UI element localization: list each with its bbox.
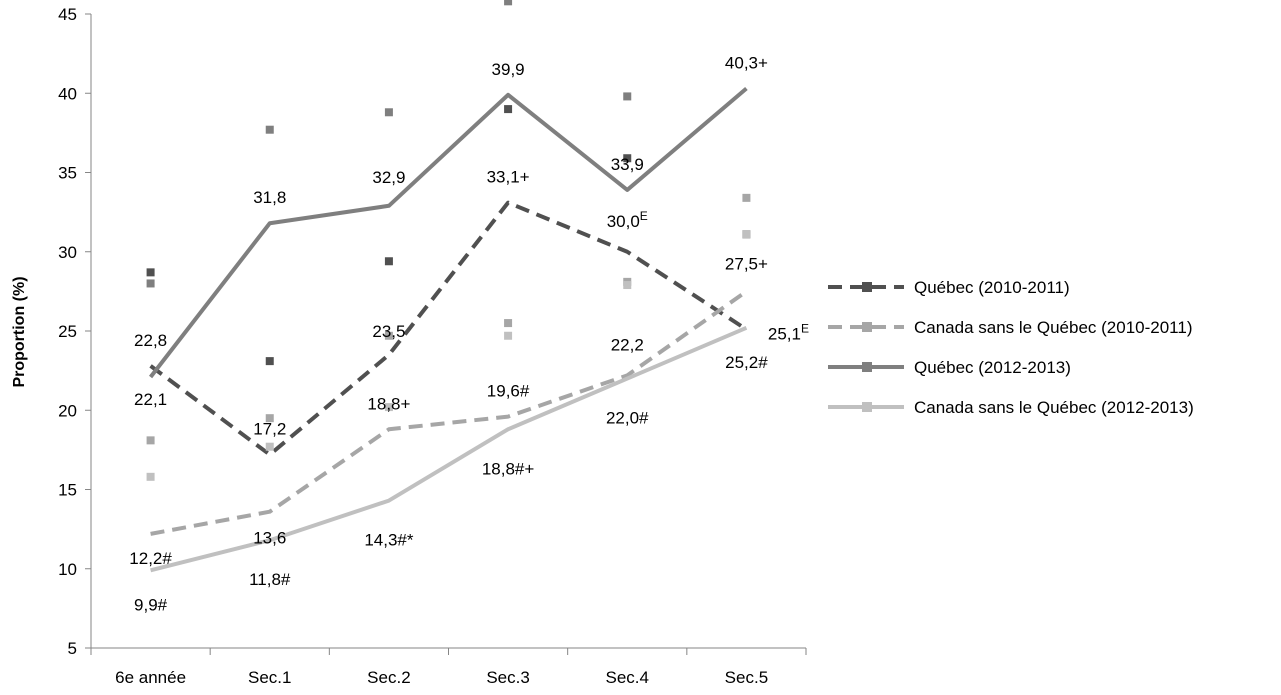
legend-entry: Québec (2012-2013) [828,358,1071,377]
ci-marker [384,403,393,412]
y-tick-label: 5 [68,639,77,658]
x-tick-label: Sec.5 [725,668,768,687]
ci-marker [623,281,632,290]
data-label-superscript: E [640,209,648,223]
ci-marker [265,125,274,134]
ci-marker [146,279,155,288]
series-marks [146,0,751,573]
data-label: 18,8+ [367,394,410,413]
ci-marker [265,442,274,451]
data-label-superscript: E [801,321,809,335]
y-tick-label: 45 [58,5,77,24]
data-label: 14,3#* [364,531,414,550]
series-group [146,105,751,457]
ci-marker [384,257,393,266]
legend-entry: Québec (2010-2011) [828,278,1070,297]
series-line [150,325,748,573]
y-axis-title: Proportion (%) [11,276,28,387]
legend-entry: Canada sans le Québec (2012-2013) [828,398,1194,417]
data-label: 22,0# [606,409,649,428]
data-label: 22,1 [134,390,167,409]
legend-marker [862,282,872,292]
ci-marker [504,331,513,340]
y-tick-label: 35 [58,164,77,183]
data-label: 39,9 [492,60,525,79]
data-label: 11,8# [249,570,291,589]
y-tick-label: 15 [58,481,77,500]
ci-marker [384,108,393,117]
series-group [146,0,748,379]
legend-marker [862,362,872,372]
x-tick-label: 6e année [115,668,186,687]
y-tick-label: 25 [58,322,77,341]
series-line [149,200,748,457]
legend-label: Canada sans le Québec (2012-2013) [914,398,1194,417]
data-label: 31,8 [253,188,286,207]
ci-marker [742,230,751,239]
y-tick-label: 40 [58,84,77,103]
legend-entry: Canada sans le Québec (2010-2011) [828,318,1192,337]
data-label: 33,9 [611,155,644,174]
data-label: 30,0E [607,209,648,231]
data-label: 40,3+ [725,53,768,72]
x-tick-label: Sec.4 [606,668,649,687]
ci-marker [623,154,632,163]
ci-marker [265,414,274,423]
ci-marker [384,331,393,340]
data-label: 9,9# [134,595,168,614]
data-label: 19,6# [487,382,530,401]
ci-marker [146,268,155,277]
data-label: 23,5 [372,322,405,341]
ci-marker [504,105,513,114]
data-label: 27,5+ [725,254,768,273]
data-label: 18,8#+ [482,459,535,478]
data-label: 12,2# [129,549,172,568]
ci-marker [265,357,274,366]
y-tick-label: 10 [58,560,77,579]
data-label: 25,1E [768,321,809,343]
legend-marker [862,322,872,332]
data-label: 32,9 [372,168,405,187]
y-tick-label: 30 [58,243,77,262]
ci-marker [623,92,632,101]
y-tick-label: 20 [58,401,77,420]
ci-marker [504,0,513,6]
legend-label: Canada sans le Québec (2010-2011) [914,318,1192,337]
x-tick-label: Sec.2 [367,668,410,687]
ci-marker [742,193,751,202]
series-line [149,86,748,379]
legend: Québec (2010-2011) Canada sans le Québec … [828,278,1194,417]
data-label: 22,8 [134,331,167,350]
series-group [146,230,751,573]
x-tick-label: Sec.1 [248,668,291,687]
legend-label: Québec (2010-2011) [914,278,1070,297]
legend-marker [862,402,872,412]
data-label: 17,2 [253,420,286,439]
data-label: 33,1+ [487,168,530,187]
legend-label: Québec (2012-2013) [914,358,1071,377]
series-line [150,289,748,536]
data-label: 25,2# [725,353,768,372]
ci-marker [504,319,513,328]
data-labels: 22,8 17,2 23,5 33,1+ 30,0E 25,1E 12,2# 13,6 18,8… [129,53,809,614]
ci-marker [146,436,155,445]
data-label: 13,6 [253,529,286,548]
axes: 5 10 15 20 25 30 35 40 45 6e année Sec.1 Sec.2 Sec.3… [58,5,807,687]
ci-marker [146,472,155,481]
data-label: 22,2 [611,335,644,354]
x-tick-label: Sec.3 [486,668,529,687]
